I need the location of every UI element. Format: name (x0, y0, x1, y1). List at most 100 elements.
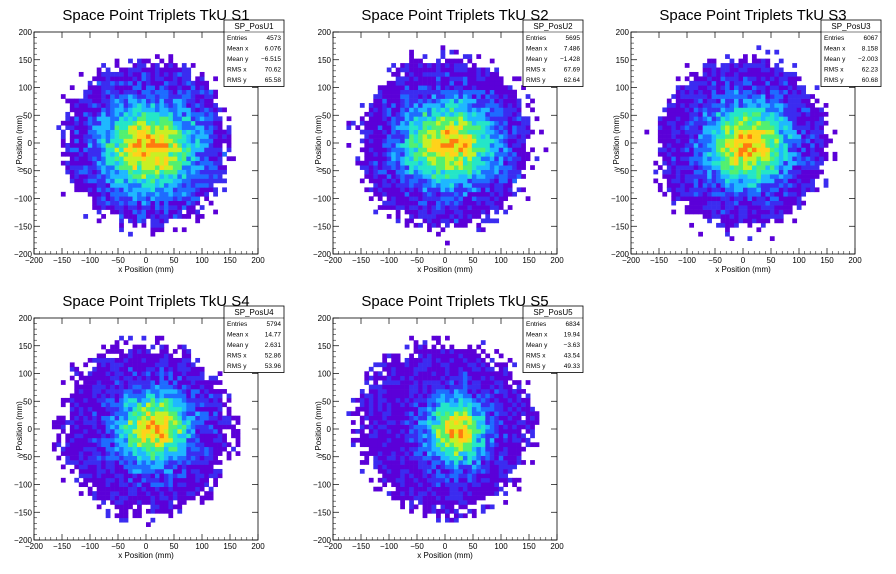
heatmap-bin (711, 196, 717, 202)
heatmap-bin (778, 138, 784, 144)
heatmap-bin (431, 147, 437, 153)
heatmap-bin (123, 429, 129, 434)
heatmap-bin (154, 169, 160, 175)
heatmap-bin (422, 116, 428, 122)
heatmap-bin (702, 94, 708, 99)
heatmap-bin (226, 125, 232, 130)
stats-value: 70.62 (265, 67, 282, 74)
heatmap-bin (154, 406, 160, 412)
heatmap-bin (123, 433, 129, 439)
heatmap-bin (413, 103, 419, 108)
heatmap-bin (409, 125, 414, 130)
heatmap-bin (480, 107, 486, 113)
heatmap-bin (823, 111, 829, 117)
heatmap-bin (684, 182, 690, 188)
heatmap-bin (195, 442, 201, 448)
heatmap-bin (774, 218, 780, 224)
heatmap-bin (114, 464, 120, 470)
heatmap-bin (458, 151, 464, 157)
heatmap-bin (698, 111, 703, 117)
heatmap-bin (92, 402, 98, 408)
heatmap-bin (172, 178, 178, 184)
heatmap-bin (689, 196, 695, 202)
heatmap-bin (154, 120, 160, 126)
heatmap-bin (377, 125, 383, 130)
heatmap-bin (163, 384, 169, 390)
heatmap-bin (364, 111, 370, 117)
heatmap-bin (805, 103, 811, 108)
heatmap-bin (208, 182, 214, 188)
heatmap-bin (172, 495, 178, 501)
heatmap-bin (154, 187, 160, 193)
heatmap-bin (69, 169, 75, 175)
heatmap-bin (707, 116, 712, 122)
heatmap-bin (386, 134, 392, 139)
heatmap-bin (743, 116, 748, 122)
heatmap-bin (485, 111, 491, 117)
x-tick-label: 200 (848, 256, 862, 265)
heatmap-bin (521, 143, 526, 148)
heatmap-bin (123, 143, 129, 148)
heatmap-bin (137, 85, 142, 91)
heatmap-bin (186, 71, 192, 77)
heatmap-bin (675, 156, 681, 162)
heatmap-bin (132, 482, 138, 488)
heatmap-bin (377, 85, 383, 91)
heatmap-bin (693, 107, 699, 113)
heatmap-bin (110, 178, 115, 184)
heatmap-bin (801, 94, 807, 99)
heatmap-bin (427, 80, 432, 86)
heatmap-bin (494, 67, 500, 73)
heatmap-bin (684, 129, 690, 135)
heatmap-bin (87, 138, 93, 144)
heatmap-bin (404, 76, 410, 82)
heatmap-bin (409, 76, 414, 82)
heatmap-bin (114, 495, 120, 501)
heatmap-bin (409, 169, 414, 175)
heatmap-bin (123, 134, 129, 139)
heatmap-bin (422, 85, 428, 91)
heatmap-bin (150, 165, 156, 170)
heatmap-bin (163, 411, 169, 416)
heatmap-bin (110, 103, 115, 108)
heatmap-bin (810, 169, 815, 175)
heatmap-bin (101, 429, 106, 434)
heatmap-bin (498, 107, 504, 113)
heatmap-bin (521, 125, 526, 130)
heatmap-bin (364, 125, 370, 130)
heatmap-bin (747, 191, 753, 197)
heatmap-bin (662, 107, 668, 113)
heatmap-bin (96, 103, 102, 108)
heatmap-bin (87, 451, 93, 456)
heatmap-bin (413, 98, 419, 104)
heatmap-bin (123, 191, 129, 197)
heatmap-bin (346, 120, 352, 126)
heatmap-bin (382, 187, 388, 193)
heatmap-bin (119, 353, 124, 359)
heatmap-bin (765, 169, 771, 175)
heatmap-bin (778, 67, 784, 73)
heatmap-bin (743, 63, 748, 68)
heatmap-bin (168, 380, 174, 385)
heatmap-bin (480, 200, 486, 206)
heatmap-bin (56, 420, 62, 425)
heatmap-bin (657, 134, 663, 139)
heatmap-bin (760, 111, 766, 117)
heatmap-bin (163, 371, 169, 377)
heatmap-bin (132, 182, 138, 188)
heatmap-bin (662, 156, 668, 162)
heatmap-bin (92, 103, 98, 108)
heatmap-bin (150, 191, 156, 197)
heatmap-bin (671, 143, 677, 148)
heatmap-bin (186, 371, 192, 377)
heatmap-bin (123, 362, 129, 368)
heatmap-bin (195, 460, 201, 465)
heatmap-bin (769, 147, 775, 153)
heatmap-bin (453, 111, 459, 117)
heatmap-bin (792, 156, 798, 162)
heatmap-bin (409, 174, 414, 179)
heatmap-bin (114, 406, 120, 412)
heatmap-bin (395, 120, 401, 126)
heatmap-bin (96, 187, 102, 193)
heatmap-bin (222, 151, 227, 157)
